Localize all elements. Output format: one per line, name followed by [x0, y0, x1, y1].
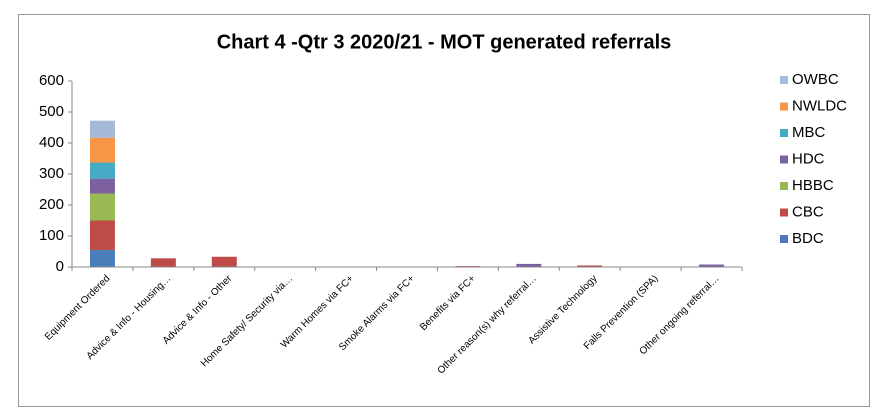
legend-label: OWBC	[792, 71, 839, 88]
bar-segment	[150, 258, 176, 267]
legend-swatch	[780, 235, 788, 243]
legend-label: HDC	[792, 150, 825, 167]
bar-segment	[211, 256, 237, 267]
bar-segment	[89, 120, 115, 138]
chart-title: Chart 4 -Qtr 3 2020/21 - MOT generated r…	[217, 31, 672, 53]
bar-segment	[89, 193, 115, 221]
legend-swatch	[780, 76, 788, 84]
y-tick-label: 400	[39, 134, 64, 151]
legend-label: HBBC	[792, 177, 834, 194]
legend-swatch	[780, 155, 788, 164]
legend-swatch	[780, 208, 788, 217]
bar-segment	[89, 220, 115, 250]
legend-label: BDC	[792, 230, 824, 247]
y-tick-label: 200	[39, 196, 64, 213]
y-tick-label: 600	[39, 72, 64, 89]
legend-label: CBC	[792, 203, 824, 220]
bar-segment	[577, 265, 603, 267]
bar-segment	[89, 178, 115, 194]
y-tick-label: 500	[39, 103, 64, 120]
legend-label: MBC	[792, 124, 826, 141]
chart-frame	[18, 14, 870, 407]
bar-segment	[516, 263, 542, 267]
y-tick-label: 100	[39, 227, 64, 244]
bar-segment	[699, 264, 725, 267]
legend-swatch	[780, 182, 788, 190]
bar-segment	[89, 249, 115, 267]
bar-segment	[89, 137, 115, 163]
legend-swatch	[780, 102, 788, 111]
y-tick-label: 300	[39, 165, 64, 182]
legend-swatch	[780, 129, 788, 137]
legend-label: NWLDC	[792, 97, 847, 114]
y-tick-label: 0	[56, 258, 64, 275]
bar-segment	[89, 162, 115, 179]
